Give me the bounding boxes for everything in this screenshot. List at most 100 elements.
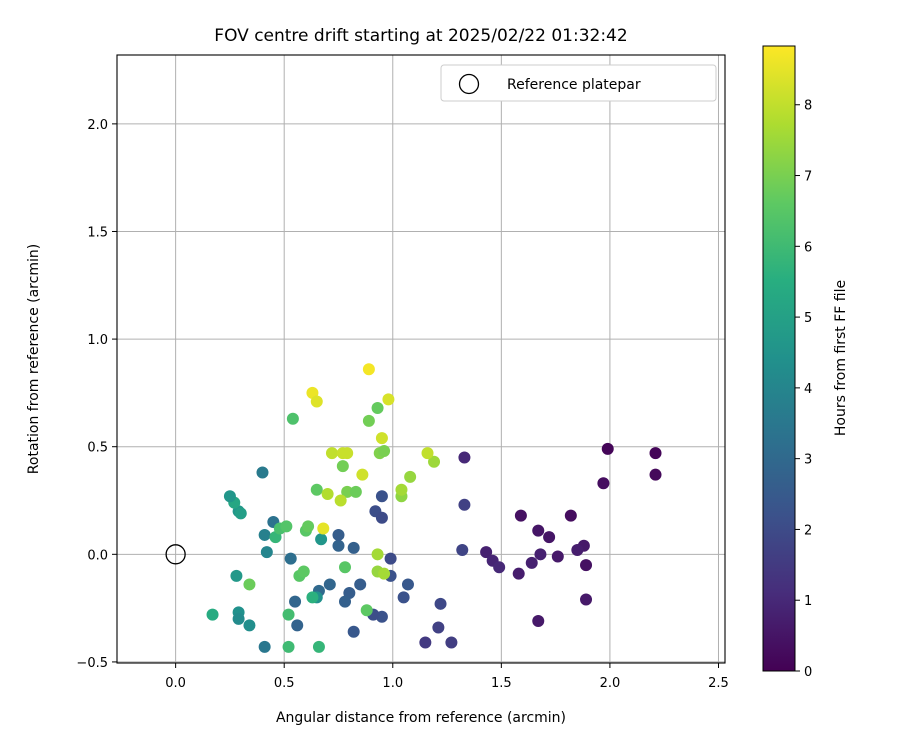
data-point xyxy=(532,524,545,537)
data-point xyxy=(404,470,417,483)
data-point xyxy=(421,447,434,460)
data-point xyxy=(321,488,334,501)
legend-reference-label: Reference platepar xyxy=(507,77,641,93)
y-axis-ticks: −0.5 0.0 0.5 1.0 1.5 2.0 xyxy=(76,118,117,671)
x-tick-label: 0.5 xyxy=(274,676,295,691)
colorbar-tick-label: 3 xyxy=(804,453,812,468)
data-point xyxy=(302,520,315,533)
data-point xyxy=(339,595,351,608)
data-point xyxy=(341,485,354,498)
data-point xyxy=(378,445,391,458)
data-point xyxy=(597,477,610,490)
legend: Reference platepar xyxy=(440,64,717,102)
data-point xyxy=(532,615,545,628)
legend-box xyxy=(440,64,717,102)
data-point xyxy=(458,451,471,464)
y-tick-label: −0.5 xyxy=(76,656,108,671)
data-point xyxy=(514,509,527,522)
data-point xyxy=(306,591,319,604)
colorbar-tick-label: 6 xyxy=(804,240,812,255)
data-point xyxy=(434,597,447,610)
data-point xyxy=(349,485,362,498)
colorbar-tick-label: 8 xyxy=(804,99,812,114)
data-point xyxy=(258,528,271,541)
data-point xyxy=(282,640,295,653)
chart-title: FOV centre drift starting at 2025/02/22 … xyxy=(214,26,627,46)
y-tick-label: 1.5 xyxy=(87,225,108,240)
colorbar-tick-label: 0 xyxy=(804,665,812,680)
data-point xyxy=(356,468,369,481)
data-point xyxy=(291,619,304,632)
data-point xyxy=(339,561,351,574)
data-point xyxy=(206,608,219,621)
data-point xyxy=(551,550,564,563)
colorbar-tick-label: 7 xyxy=(804,170,812,185)
data-point xyxy=(284,552,297,565)
colorbar-tick-label: 1 xyxy=(804,594,812,609)
y-tick-label: 1.0 xyxy=(87,333,108,348)
data-point xyxy=(347,541,360,554)
data-point xyxy=(649,447,662,460)
colorbar-ticks: 0 1 2 3 4 5 6 7 8 xyxy=(795,99,812,680)
data-point xyxy=(289,595,302,608)
data-point xyxy=(371,401,384,414)
data-point xyxy=(375,511,388,524)
data-point xyxy=(580,559,593,572)
data-point xyxy=(395,483,408,496)
data-point xyxy=(525,556,538,569)
y-tick-label: 0.0 xyxy=(87,548,108,563)
data-point xyxy=(382,393,395,406)
data-point xyxy=(371,548,384,561)
x-tick-label: 0.0 xyxy=(165,676,186,691)
data-point xyxy=(512,567,525,580)
data-point xyxy=(564,509,577,522)
grid-lines xyxy=(117,55,725,663)
colorbar-tick-label: 5 xyxy=(804,311,812,326)
data-point xyxy=(445,636,458,649)
data-point xyxy=(297,565,310,578)
data-point xyxy=(325,447,338,460)
data-point xyxy=(601,442,614,455)
y-tick-label: 2.0 xyxy=(87,118,108,133)
data-point xyxy=(232,612,245,625)
data-point xyxy=(362,414,375,427)
x-tick-label: 1.5 xyxy=(491,676,512,691)
data-point xyxy=(649,468,662,481)
data-point xyxy=(493,561,506,574)
reference-platepar-marker xyxy=(165,544,186,565)
data-point xyxy=(397,591,410,604)
y-axis-title: Rotation from reference (arcmin) xyxy=(26,244,42,474)
data-point xyxy=(317,522,330,535)
colorbar-title: Hours from first FF file xyxy=(833,280,849,436)
colorbar-tick-label: 4 xyxy=(804,382,812,397)
data-point xyxy=(286,412,299,425)
x-tick-label: 1.0 xyxy=(382,676,403,691)
data-point xyxy=(384,552,397,565)
data-point xyxy=(258,640,271,653)
x-tick-label: 2.5 xyxy=(708,676,729,691)
colorbar-gradient xyxy=(762,45,796,672)
data-point xyxy=(282,608,295,621)
data-point xyxy=(375,432,388,445)
data-point xyxy=(456,544,469,557)
data-point xyxy=(580,593,593,606)
data-point xyxy=(223,490,236,503)
data-point xyxy=(378,567,391,580)
data-point xyxy=(323,578,336,591)
data-point xyxy=(256,466,269,479)
x-axis-ticks: 0.0 0.5 1.0 1.5 2.0 2.5 xyxy=(165,663,729,691)
data-point xyxy=(234,507,247,520)
x-axis-title: Angular distance from reference (arcmin) xyxy=(276,710,566,726)
data-point xyxy=(571,544,584,557)
scatter-points xyxy=(206,363,662,653)
data-point xyxy=(458,498,471,511)
data-point xyxy=(347,625,360,638)
data-point xyxy=(243,619,256,632)
data-point xyxy=(534,548,547,561)
data-point xyxy=(332,528,345,541)
data-point xyxy=(334,494,347,507)
data-point xyxy=(230,569,243,582)
y-tick-label: 0.5 xyxy=(87,441,108,456)
data-point xyxy=(362,363,375,376)
